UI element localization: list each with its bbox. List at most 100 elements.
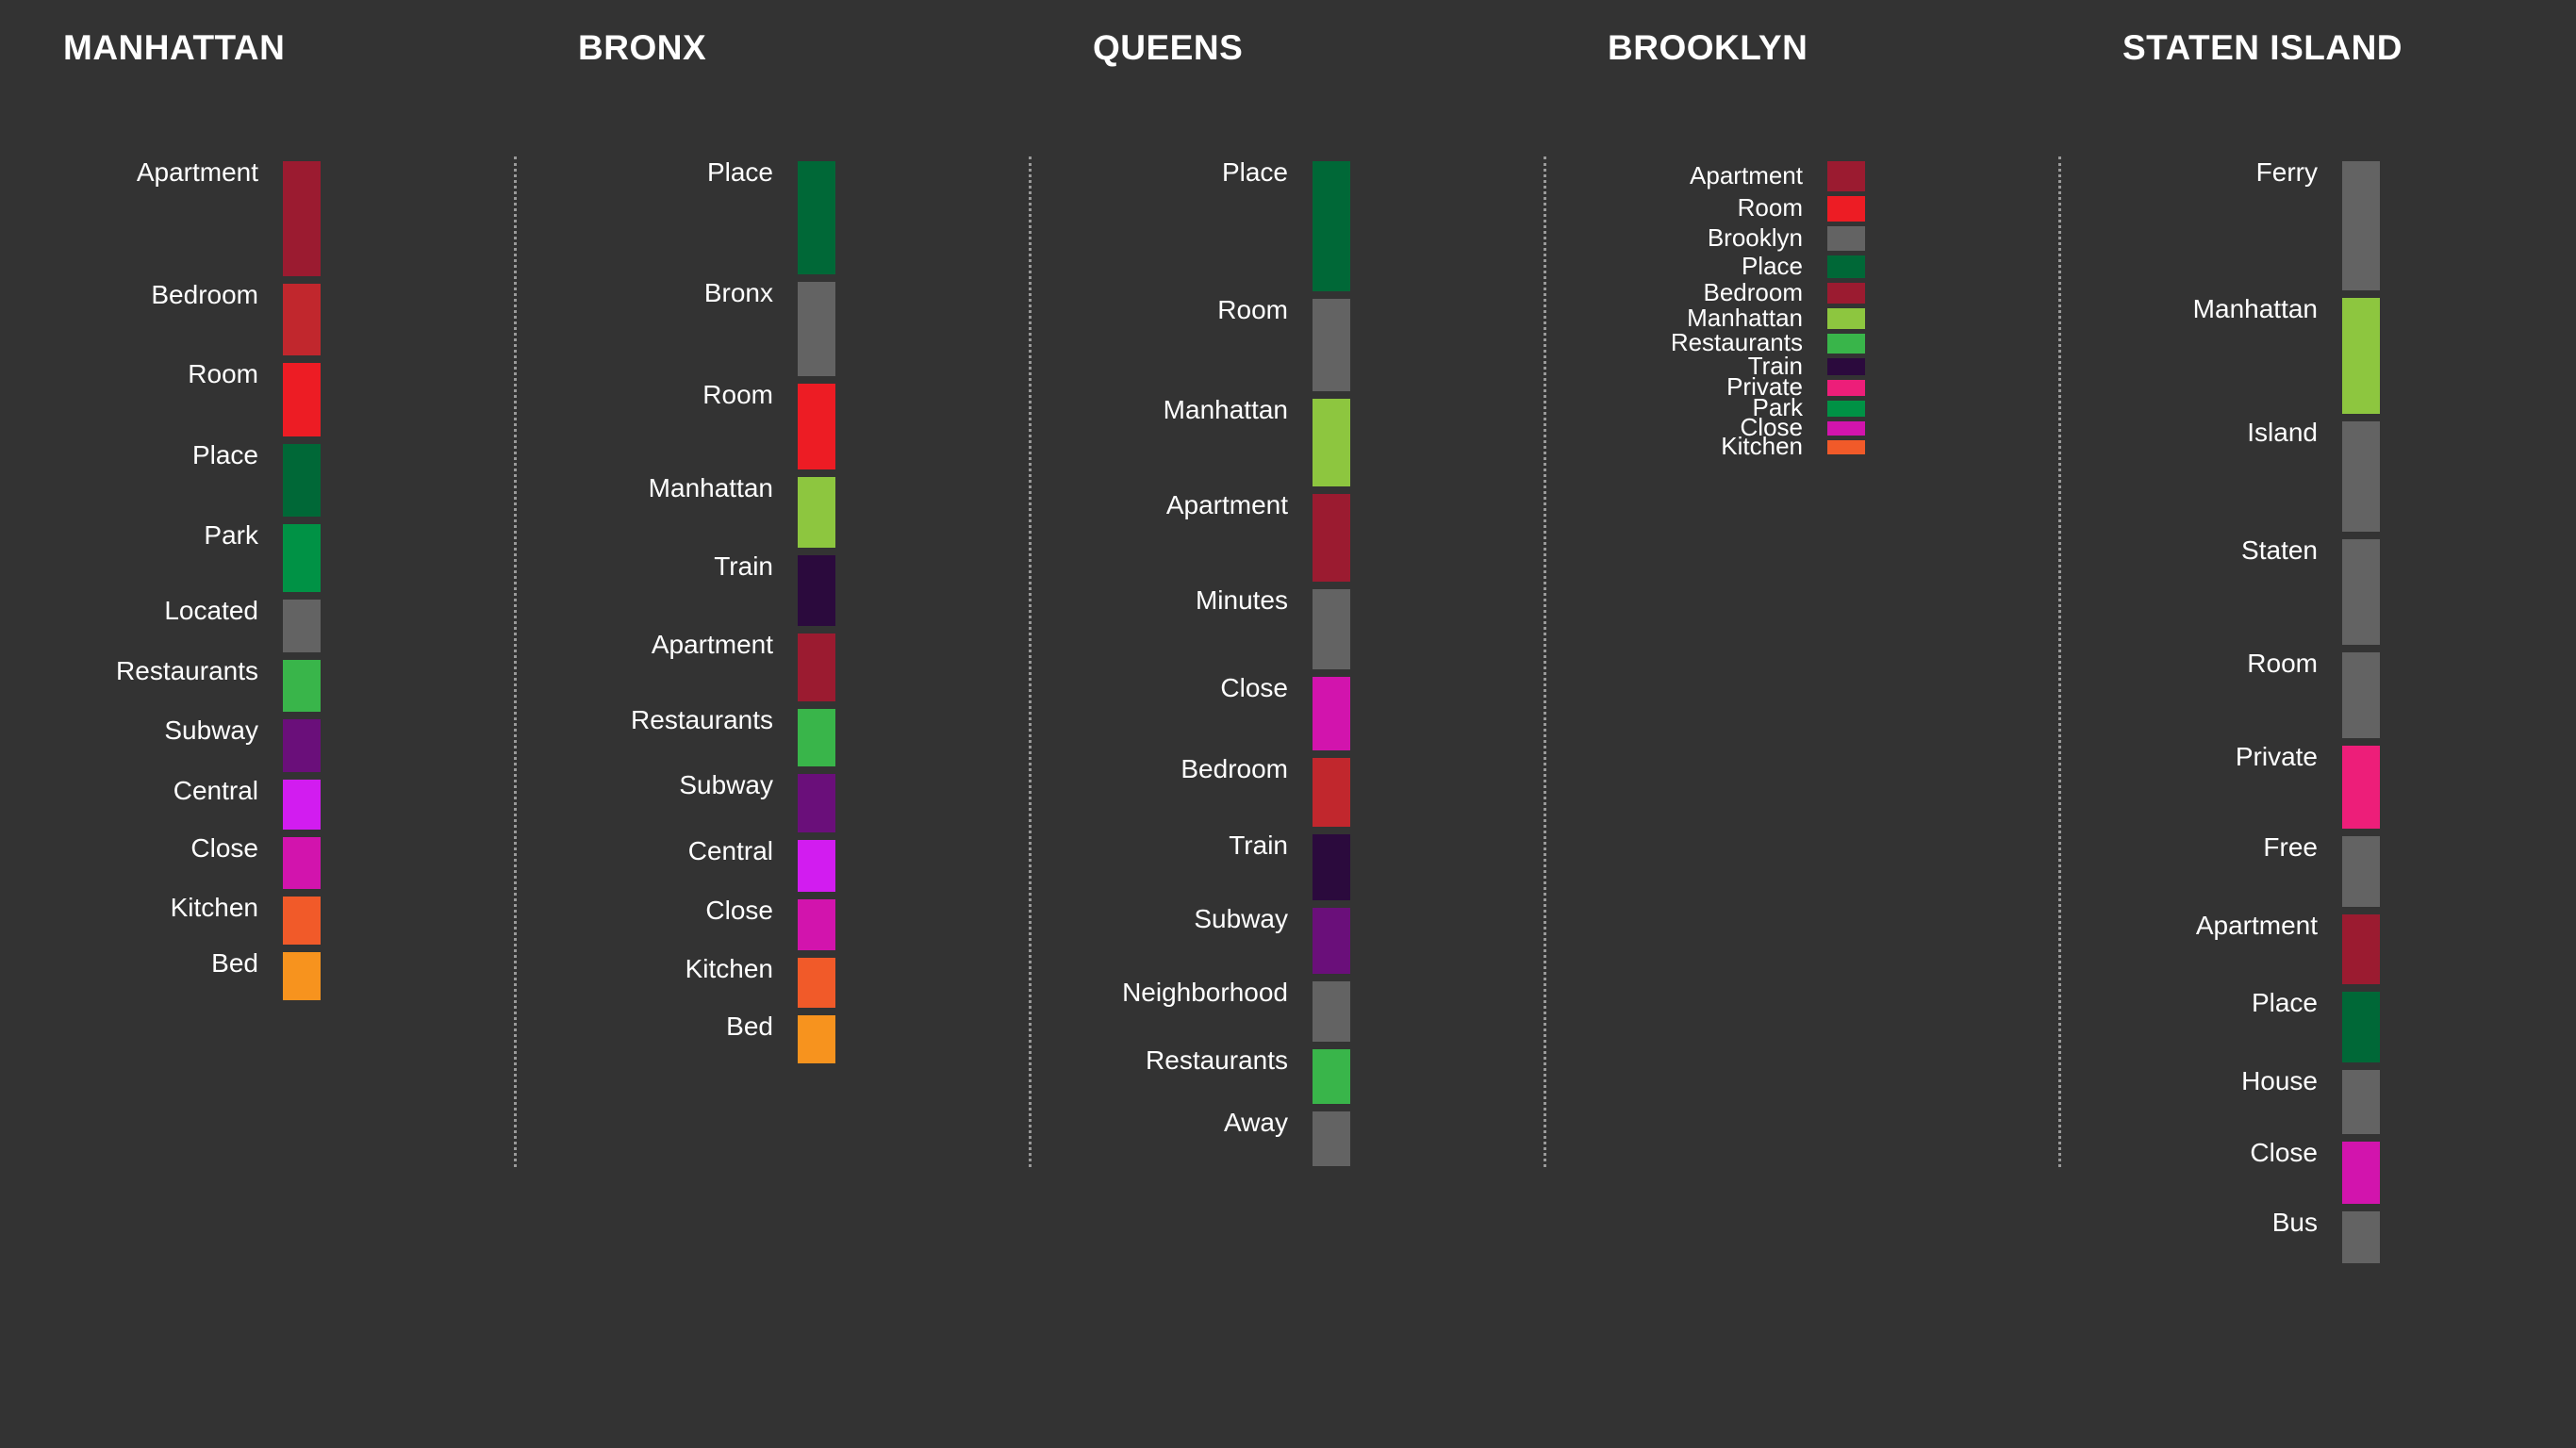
term-bar-room (798, 384, 835, 469)
term-bar-kitchen (283, 897, 321, 945)
term-label-bedroom: Bedroom (1181, 754, 1288, 783)
term-bar-apartment (1827, 161, 1865, 191)
column-divider (1029, 156, 1032, 1167)
column-title-staten-island: STATEN ISLAND (2122, 28, 2403, 67)
term-label-place: Place (1221, 157, 1288, 187)
term-bar-manhattan (2342, 298, 2380, 414)
term-bar-away (1313, 1111, 1350, 1166)
term-bar-bronx (798, 282, 835, 376)
term-label-apartment: Apartment (1690, 160, 1803, 189)
term-bar-close (1313, 677, 1350, 750)
term-bar-subway (1313, 908, 1350, 974)
term-bar-close (2342, 1142, 2380, 1204)
term-label-subway: Subway (679, 770, 773, 799)
term-bar-park (1827, 401, 1865, 417)
term-bar-apartment (1313, 494, 1350, 582)
term-bar-bus (2342, 1211, 2380, 1263)
term-bar-place (1313, 161, 1350, 291)
term-label-place: Place (1741, 251, 1803, 280)
column-title-manhattan: MANHATTAN (63, 28, 286, 67)
term-bar-bedroom (283, 284, 321, 355)
term-label-manhattan: Manhattan (648, 473, 773, 502)
column-title-brooklyn: BROOKLYN (1608, 28, 1808, 67)
term-bar-room (1313, 299, 1350, 391)
term-bar-private (2342, 746, 2380, 829)
term-bar-manhattan (1827, 308, 1865, 329)
term-label-train: Train (714, 551, 773, 581)
term-label-bedroom: Bedroom (1703, 277, 1804, 306)
term-label-apartment: Apartment (1165, 490, 1288, 519)
term-label-central: Central (687, 836, 773, 865)
term-bar-room (2342, 652, 2380, 738)
term-bar-room (1827, 196, 1865, 222)
term-label-kitchen: Kitchen (685, 954, 773, 983)
term-label-manhattan: Manhattan (2192, 294, 2318, 323)
term-bar-close (1827, 421, 1865, 436)
term-label-close: Close (190, 833, 258, 863)
term-bar-subway (283, 719, 321, 772)
term-label-kitchen: Kitchen (170, 893, 258, 922)
term-bar-manhattan (1313, 399, 1350, 486)
term-label-room: Room (1737, 193, 1803, 222)
term-label-located: Located (164, 596, 258, 625)
term-label-private: Private (2235, 742, 2318, 771)
term-bar-park (283, 524, 321, 592)
term-label-apartment: Apartment (136, 157, 258, 187)
term-label-bedroom: Bedroom (151, 280, 258, 309)
term-bar-train (1827, 358, 1865, 375)
term-bar-train (798, 555, 835, 626)
term-label-subway: Subway (1194, 904, 1288, 933)
term-label-room: Room (1217, 295, 1288, 324)
term-label-private: Private (1726, 372, 1803, 402)
term-label-minutes: Minutes (1195, 585, 1288, 615)
term-label-bed: Bed (211, 948, 258, 978)
term-label-ferry: Ferry (2255, 157, 2318, 187)
term-bar-train (1313, 834, 1350, 900)
term-bar-house (2342, 1070, 2380, 1134)
term-bar-kitchen (1827, 440, 1865, 454)
term-bar-restaurants (1827, 334, 1865, 354)
term-bar-restaurants (798, 709, 835, 766)
term-label-close: Close (1220, 673, 1288, 702)
term-label-train: Train (1747, 351, 1803, 380)
term-bar-free (2342, 836, 2380, 907)
term-label-neighborhood: Neighborhood (1122, 978, 1288, 1007)
term-bar-brooklyn (1827, 226, 1865, 251)
term-bar-located (283, 600, 321, 652)
term-bar-place (798, 161, 835, 274)
column-divider (2058, 156, 2061, 1167)
term-bar-apartment (283, 161, 321, 276)
term-bar-bedroom (1827, 283, 1865, 304)
term-bar-private (1827, 380, 1865, 396)
term-label-place: Place (706, 157, 773, 187)
term-label-away: Away (1224, 1108, 1288, 1137)
term-bar-room (283, 363, 321, 436)
term-label-restaurants: Restaurants (1146, 1045, 1288, 1075)
term-bar-bedroom (1313, 758, 1350, 827)
term-label-close: Close (2250, 1138, 2318, 1167)
term-bar-bed (798, 1015, 835, 1063)
term-bar-subway (798, 774, 835, 832)
term-bar-manhattan (798, 477, 835, 548)
term-label-park: Park (1752, 393, 1803, 422)
term-label-manhattan: Manhattan (1163, 395, 1288, 424)
term-label-close: Close (705, 896, 773, 925)
term-label-kitchen: Kitchen (1721, 432, 1803, 461)
term-bar-place (283, 444, 321, 517)
term-bar-ferry (2342, 161, 2380, 290)
term-label-restaurants: Restaurants (1670, 328, 1803, 357)
term-label-room: Room (2247, 649, 2318, 678)
term-bar-central (283, 780, 321, 830)
column-title-bronx: BRONX (578, 28, 707, 67)
term-label-apartment: Apartment (651, 630, 773, 659)
term-bar-close (283, 837, 321, 889)
term-label-free: Free (2263, 832, 2318, 862)
term-label-bed: Bed (726, 1012, 773, 1041)
term-bar-staten (2342, 539, 2380, 645)
term-bar-restaurants (283, 660, 321, 712)
term-bar-island (2342, 421, 2380, 532)
term-bar-minutes (1313, 589, 1350, 669)
term-label-restaurants: Restaurants (116, 656, 258, 685)
term-label-room: Room (702, 380, 773, 409)
term-label-house: House (2241, 1066, 2318, 1095)
